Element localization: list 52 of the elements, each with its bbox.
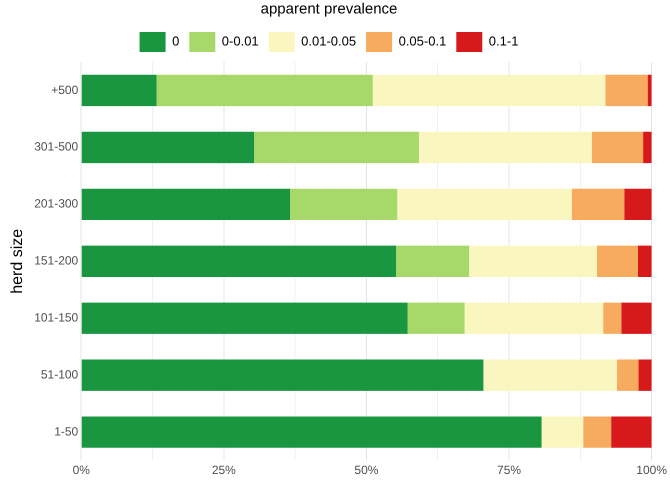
x-tick-label: 0%	[72, 463, 90, 478]
bar	[408, 302, 465, 334]
y-tick-label: 51-100	[40, 368, 79, 382]
bar	[372, 74, 606, 106]
bar	[621, 302, 652, 334]
x-tick-label: 100%	[636, 463, 668, 478]
bar	[605, 74, 648, 106]
bar	[592, 132, 644, 164]
bar	[397, 188, 572, 220]
bar	[418, 132, 592, 164]
bar	[638, 360, 652, 391]
x-tick-label: 75%	[497, 463, 522, 478]
bar	[483, 360, 617, 391]
bar	[82, 132, 254, 164]
bar	[469, 246, 597, 277]
bar	[82, 188, 290, 220]
legend-label: 0.05-0.1	[398, 34, 446, 49]
legend-label: 0.1-1	[488, 34, 518, 49]
bar	[624, 188, 652, 220]
y-tick-label: +500	[51, 82, 79, 97]
bar	[396, 246, 470, 277]
bar	[542, 416, 584, 448]
legend-label: 0.01-0.05	[301, 34, 356, 49]
y-tick-label: 1-50	[54, 424, 79, 438]
bar	[596, 246, 638, 277]
bar	[254, 132, 419, 164]
x-tick-label: 25%	[212, 463, 236, 478]
y-tick-label: 201-300	[34, 196, 79, 211]
bar	[648, 74, 652, 106]
y-tick-label: 301-500	[34, 140, 79, 154]
bar	[603, 302, 622, 334]
y-tick-label: 151-200	[34, 254, 79, 268]
bar	[464, 302, 604, 334]
bar	[82, 416, 542, 448]
bar	[638, 246, 652, 277]
bar	[82, 74, 157, 106]
bar	[572, 188, 624, 220]
x-tick-label: 50%	[354, 463, 379, 478]
legend-title: apparent prevalence	[260, 0, 398, 18]
bar	[156, 74, 373, 106]
bar	[583, 416, 612, 448]
y-tick-label: 101-150	[34, 310, 79, 325]
legend-label: 0-0.01	[222, 34, 259, 49]
bar	[616, 360, 639, 391]
bar	[82, 302, 408, 334]
y-axis-title: herd size	[9, 228, 26, 294]
bar	[643, 132, 652, 164]
legend-label: 0	[172, 34, 180, 49]
bar	[82, 246, 396, 277]
bar	[611, 416, 652, 448]
bar	[290, 188, 398, 220]
bar	[82, 360, 484, 391]
